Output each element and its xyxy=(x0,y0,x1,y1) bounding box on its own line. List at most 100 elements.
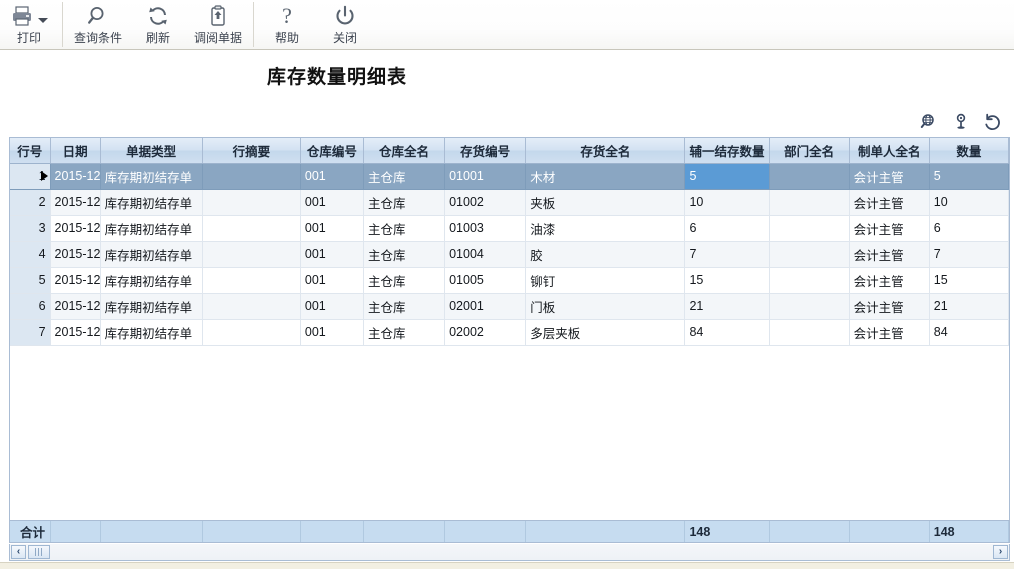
col-header-whname[interactable]: 仓库全名 xyxy=(363,138,446,164)
undo-arrow-icon[interactable] xyxy=(982,111,1004,133)
scrollbar-thumb[interactable] xyxy=(28,545,50,559)
cell-invcode[interactable]: 01003 xyxy=(444,215,527,242)
cell-qty[interactable]: 84 xyxy=(929,319,1010,346)
refresh-button[interactable]: 刷新 xyxy=(129,0,187,50)
cell-maker[interactable]: 会计主管 xyxy=(849,241,930,268)
print-dropdown-caret[interactable] xyxy=(38,17,48,23)
cell-summary[interactable] xyxy=(202,267,301,294)
cell-summary[interactable] xyxy=(202,215,301,242)
cell-rownum[interactable]: 6 xyxy=(10,293,51,320)
cell-rownum[interactable]: 2 xyxy=(10,189,51,216)
cell-billtype[interactable]: 库存期初结存单 xyxy=(100,241,203,268)
cell-auxqty[interactable]: 5 xyxy=(684,163,770,190)
cell-invname[interactable]: 木材 xyxy=(525,163,686,190)
cell-whcode[interactable]: 001 xyxy=(300,319,364,346)
table-row[interactable]: 6 2015-12- 库存期初结存单 001 主仓库 02001 门板 21 会计主管 21 xyxy=(10,293,1010,320)
scroll-right-button[interactable]: › xyxy=(993,545,1008,559)
cell-dept[interactable] xyxy=(769,163,850,190)
cell-invcode[interactable]: 01004 xyxy=(444,241,527,268)
cell-maker[interactable]: 会计主管 xyxy=(849,189,930,216)
cell-rownum[interactable]: 4 xyxy=(10,241,51,268)
cell-date[interactable]: 2015-12- xyxy=(50,319,101,346)
cell-summary[interactable] xyxy=(202,319,301,346)
col-header-invcode[interactable]: 存货编号 xyxy=(444,138,527,164)
cell-date[interactable]: 2015-12- xyxy=(50,163,101,190)
horizontal-scrollbar[interactable]: ‹ › xyxy=(9,544,1010,561)
cell-billtype[interactable]: 库存期初结存单 xyxy=(100,163,203,190)
cell-qty[interactable]: 21 xyxy=(929,293,1010,320)
cell-whcode[interactable]: 001 xyxy=(300,267,364,294)
cell-summary[interactable] xyxy=(202,293,301,320)
col-header-auxqty[interactable]: 辅一结存数量 xyxy=(684,138,770,164)
cell-whname[interactable]: 主仓库 xyxy=(363,267,446,294)
cell-whcode[interactable]: 001 xyxy=(300,293,364,320)
cell-maker[interactable]: 会计主管 xyxy=(849,215,930,242)
cell-dept[interactable] xyxy=(769,293,850,320)
table-row[interactable]: 1 2015-12- 库存期初结存单 001 主仓库 01001 木材 5 会计主管 5 xyxy=(10,163,1010,190)
cell-billtype[interactable]: 库存期初结存单 xyxy=(100,189,203,216)
cell-maker[interactable]: 会计主管 xyxy=(849,293,930,320)
cell-dept[interactable] xyxy=(769,189,850,216)
cell-invname[interactable]: 油漆 xyxy=(525,215,686,242)
cell-auxqty[interactable]: 21 xyxy=(684,293,770,320)
cell-billtype[interactable]: 库存期初结存单 xyxy=(100,293,203,320)
table-row[interactable]: 2 2015-12- 库存期初结存单 001 主仓库 01002 夹板 10 会计主管 10 xyxy=(10,189,1010,216)
cell-summary[interactable] xyxy=(202,163,301,190)
cell-summary[interactable] xyxy=(202,189,301,216)
globe-search-icon[interactable] xyxy=(918,111,940,133)
cell-invname[interactable]: 胶 xyxy=(525,241,686,268)
scroll-left-button[interactable]: ‹ xyxy=(11,545,26,559)
cell-invcode[interactable]: 01005 xyxy=(444,267,527,294)
cell-whname[interactable]: 主仓库 xyxy=(363,189,446,216)
cell-billtype[interactable]: 库存期初结存单 xyxy=(100,319,203,346)
cell-invcode[interactable]: 01001 xyxy=(444,163,527,190)
cell-date[interactable]: 2015-12- xyxy=(50,293,101,320)
cell-invname[interactable]: 铆钉 xyxy=(525,267,686,294)
col-header-whcode[interactable]: 仓库编号 xyxy=(300,138,364,164)
print-button[interactable]: 打印 xyxy=(0,0,58,50)
cell-qty[interactable]: 5 xyxy=(929,163,1010,190)
cell-dept[interactable] xyxy=(769,267,850,294)
cell-maker[interactable]: 会计主管 xyxy=(849,319,930,346)
cell-date[interactable]: 2015-12- xyxy=(50,215,101,242)
cell-whname[interactable]: 主仓库 xyxy=(363,163,446,190)
table-row[interactable]: 3 2015-12- 库存期初结存单 001 主仓库 01003 油漆 6 会计主管 6 xyxy=(10,215,1010,242)
cell-whname[interactable]: 主仓库 xyxy=(363,319,446,346)
cell-whname[interactable]: 主仓库 xyxy=(363,215,446,242)
col-header-rownum[interactable]: 行号 xyxy=(10,138,51,164)
cell-whname[interactable]: 主仓库 xyxy=(363,293,446,320)
open-document-button[interactable]: 调阅单据 xyxy=(187,0,249,50)
cell-whcode[interactable]: 001 xyxy=(300,189,364,216)
cell-qty[interactable]: 15 xyxy=(929,267,1010,294)
cell-auxqty[interactable]: 84 xyxy=(684,319,770,346)
cell-invname[interactable]: 门板 xyxy=(525,293,686,320)
cell-auxqty[interactable]: 6 xyxy=(684,215,770,242)
cell-invcode[interactable]: 01002 xyxy=(444,189,527,216)
cell-dept[interactable] xyxy=(769,215,850,242)
cell-date[interactable]: 2015-12- xyxy=(50,267,101,294)
cell-whcode[interactable]: 001 xyxy=(300,241,364,268)
table-row[interactable]: 5 2015-12- 库存期初结存单 001 主仓库 01005 铆钉 15 会计主管 15 xyxy=(10,267,1010,294)
col-header-invname[interactable]: 存货全名 xyxy=(525,138,686,164)
cell-whname[interactable]: 主仓库 xyxy=(363,241,446,268)
cell-dept[interactable] xyxy=(769,241,850,268)
cell-auxqty[interactable]: 7 xyxy=(684,241,770,268)
cell-rownum[interactable]: 1 xyxy=(10,163,51,190)
cell-invname[interactable]: 夹板 xyxy=(525,189,686,216)
locate-pin-icon[interactable] xyxy=(950,111,972,133)
col-header-date[interactable]: 日期 xyxy=(50,138,101,164)
col-header-summary[interactable]: 行摘要 xyxy=(202,138,301,164)
cell-billtype[interactable]: 库存期初结存单 xyxy=(100,267,203,294)
cell-date[interactable]: 2015-12- xyxy=(50,241,101,268)
table-row[interactable]: 7 2015-12- 库存期初结存单 001 主仓库 02002 多层夹板 84 会计主管 84 xyxy=(10,319,1010,346)
cell-rownum[interactable]: 5 xyxy=(10,267,51,294)
col-header-dept[interactable]: 部门全名 xyxy=(769,138,850,164)
query-conditions-button[interactable]: 查询条件 xyxy=(67,0,129,50)
cell-billtype[interactable]: 库存期初结存单 xyxy=(100,215,203,242)
data-grid[interactable]: 行号 日期 单据类型 行摘要 仓库编号 仓库全名 存货编号 存货全名 辅一结存数… xyxy=(9,137,1010,545)
close-button[interactable]: 关闭 xyxy=(316,0,374,50)
help-button[interactable]: ? 帮助 xyxy=(258,0,316,50)
col-header-billtype[interactable]: 单据类型 xyxy=(100,138,203,164)
cell-whcode[interactable]: 001 xyxy=(300,215,364,242)
cell-dept[interactable] xyxy=(769,319,850,346)
